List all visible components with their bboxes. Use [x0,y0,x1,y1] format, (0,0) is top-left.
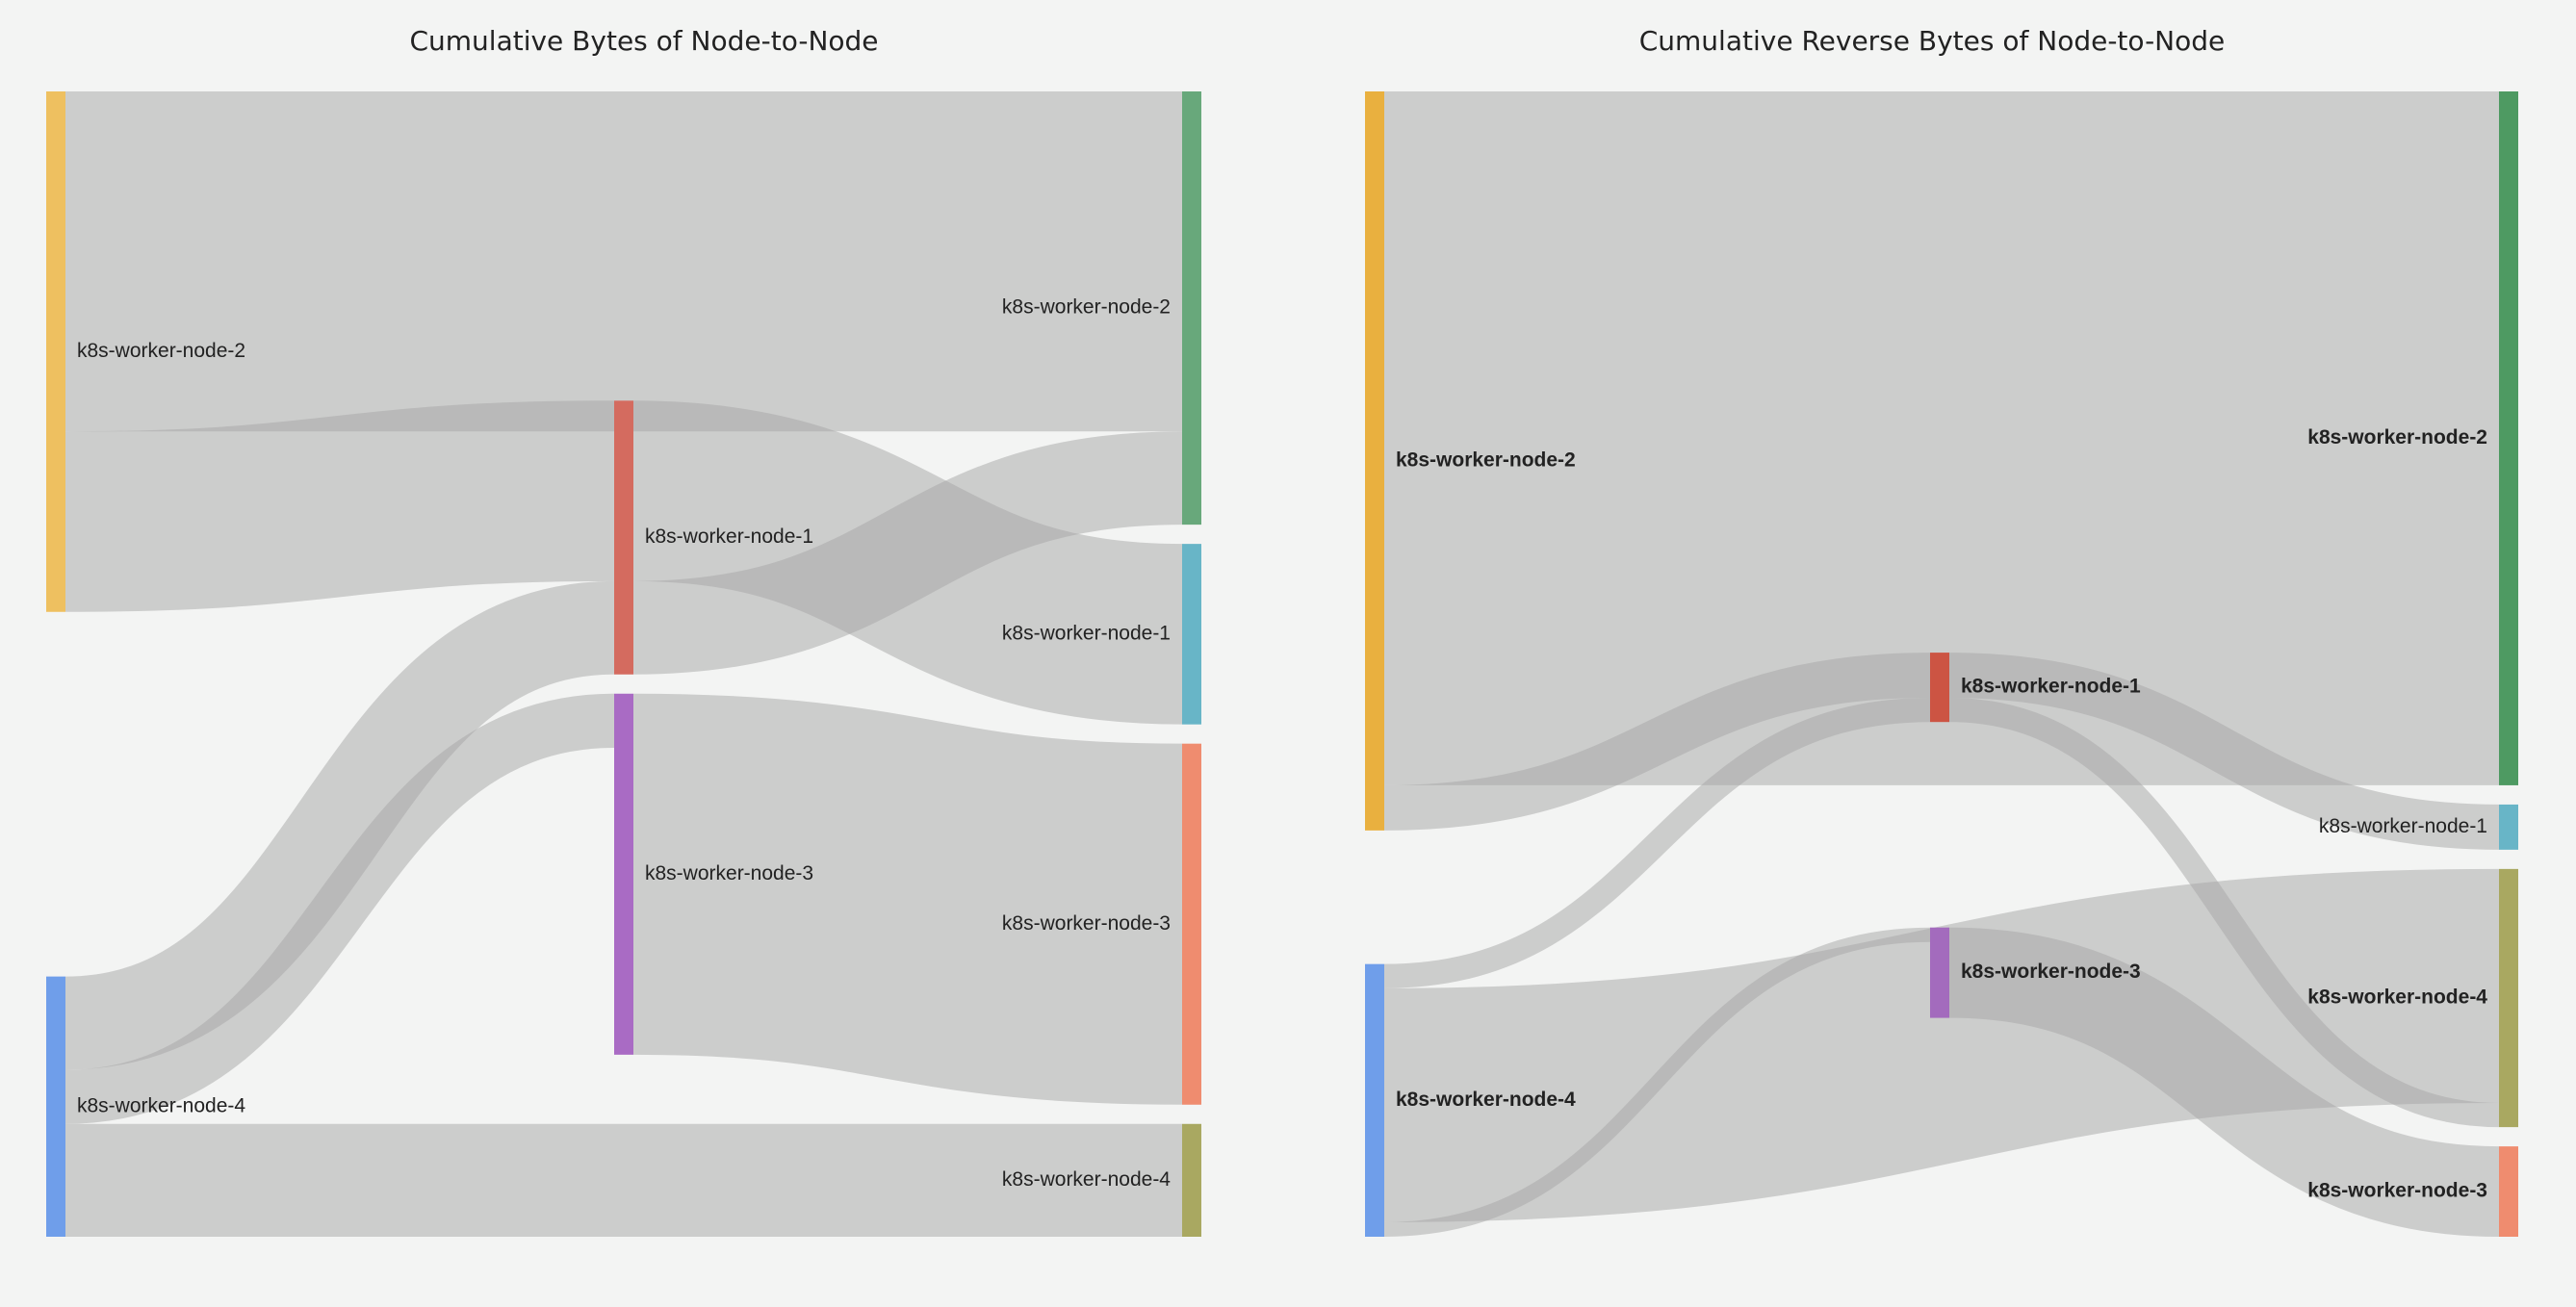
sankey-panel-forward: Cumulative Bytes of Node-to-Node k8s-wor… [46,25,1201,1238]
chart-title: Cumulative Bytes of Node-to-Node [409,25,879,57]
sankey-link[interactable] [1948,698,2500,1128]
sankey-node-label: k8s-worker-node-2 [1396,448,1576,471]
sankey-node-label: k8s-worker-node-1 [1002,622,1171,644]
sankey-node-label: k8s-worker-node-4 [2307,987,2487,1009]
sankey-link[interactable] [64,400,615,612]
sankey-node[interactable] [1182,544,1201,725]
sankey-node-label: k8s-worker-node-4 [1002,1168,1171,1191]
sankey-node[interactable] [2499,1146,2518,1237]
sankey-node-label: k8s-worker-node-4 [1396,1089,1576,1111]
sankey-node[interactable] [1182,1123,1201,1237]
sankey-link[interactable] [1383,698,1931,988]
sankey-link[interactable] [64,693,615,1124]
sankey-nodes: k8s-worker-node-2 k8s-worker-node-4 k8s-wo… [46,91,1201,1237]
sankey-node[interactable] [2499,868,2518,1128]
sankey-link[interactable] [1948,927,2500,1238]
sankey-node[interactable] [2499,91,2518,785]
sankey-node-label: k8s-worker-node-3 [1961,961,2141,983]
sankey-nodes: k8s-worker-node-2 k8s-worker-node-4 k8s-wo… [1365,91,2518,1237]
sankey-node[interactable] [2499,804,2518,850]
sankey-node[interactable] [46,91,65,612]
sankey-node-label: k8s-worker-node-3 [1002,912,1171,935]
sankey-node-label: k8s-worker-node-3 [645,862,813,884]
sankey-node-label: k8s-worker-node-2 [2307,426,2487,448]
sankey-link[interactable] [1383,653,1931,831]
sankey-links [64,90,1184,1238]
sankey-node-label: k8s-worker-node-4 [77,1094,245,1116]
sankey-node[interactable] [1365,963,1384,1237]
sankey-node[interactable] [1365,91,1384,831]
sankey-node-label: k8s-worker-node-1 [2319,815,2487,837]
sankey-chart-reverse: k8s-worker-node-2 k8s-worker-node-4 k8s-wo… [1365,90,2518,1238]
sankey-node[interactable] [614,693,633,1055]
sankey-node-label: k8s-worker-node-1 [1961,676,2141,698]
sankey-node[interactable] [1930,653,1949,723]
sankey-node-label: k8s-worker-node-2 [1002,296,1171,319]
sankey-link[interactable] [632,693,1183,1105]
sankey-links [1383,90,2500,1238]
chart-title: Cumulative Reverse Bytes of Node-to-Node [1638,25,2226,57]
sankey-node-label: k8s-worker-node-1 [645,525,813,548]
sankey-node[interactable] [1930,927,1949,1018]
sankey-panel-reverse: Cumulative Reverse Bytes of Node-to-Node… [1288,0,2576,1307]
sankey-link[interactable] [64,580,616,1070]
sankey-link[interactable] [1948,653,2500,850]
sankey-node[interactable] [46,976,65,1237]
sankey-node[interactable] [1182,743,1201,1105]
sankey-chart-forward: k8s-worker-node-2 k8s-worker-node-4 k8s-wo… [46,90,1201,1238]
sankey-node-label: k8s-worker-node-2 [77,340,245,362]
sankey-node[interactable] [1182,91,1201,525]
sankey-node[interactable] [614,400,633,675]
sankey-link[interactable] [1383,927,1931,1238]
sankey-node-label: k8s-worker-node-3 [2307,1180,2487,1202]
sankey-link[interactable] [632,431,1183,675]
